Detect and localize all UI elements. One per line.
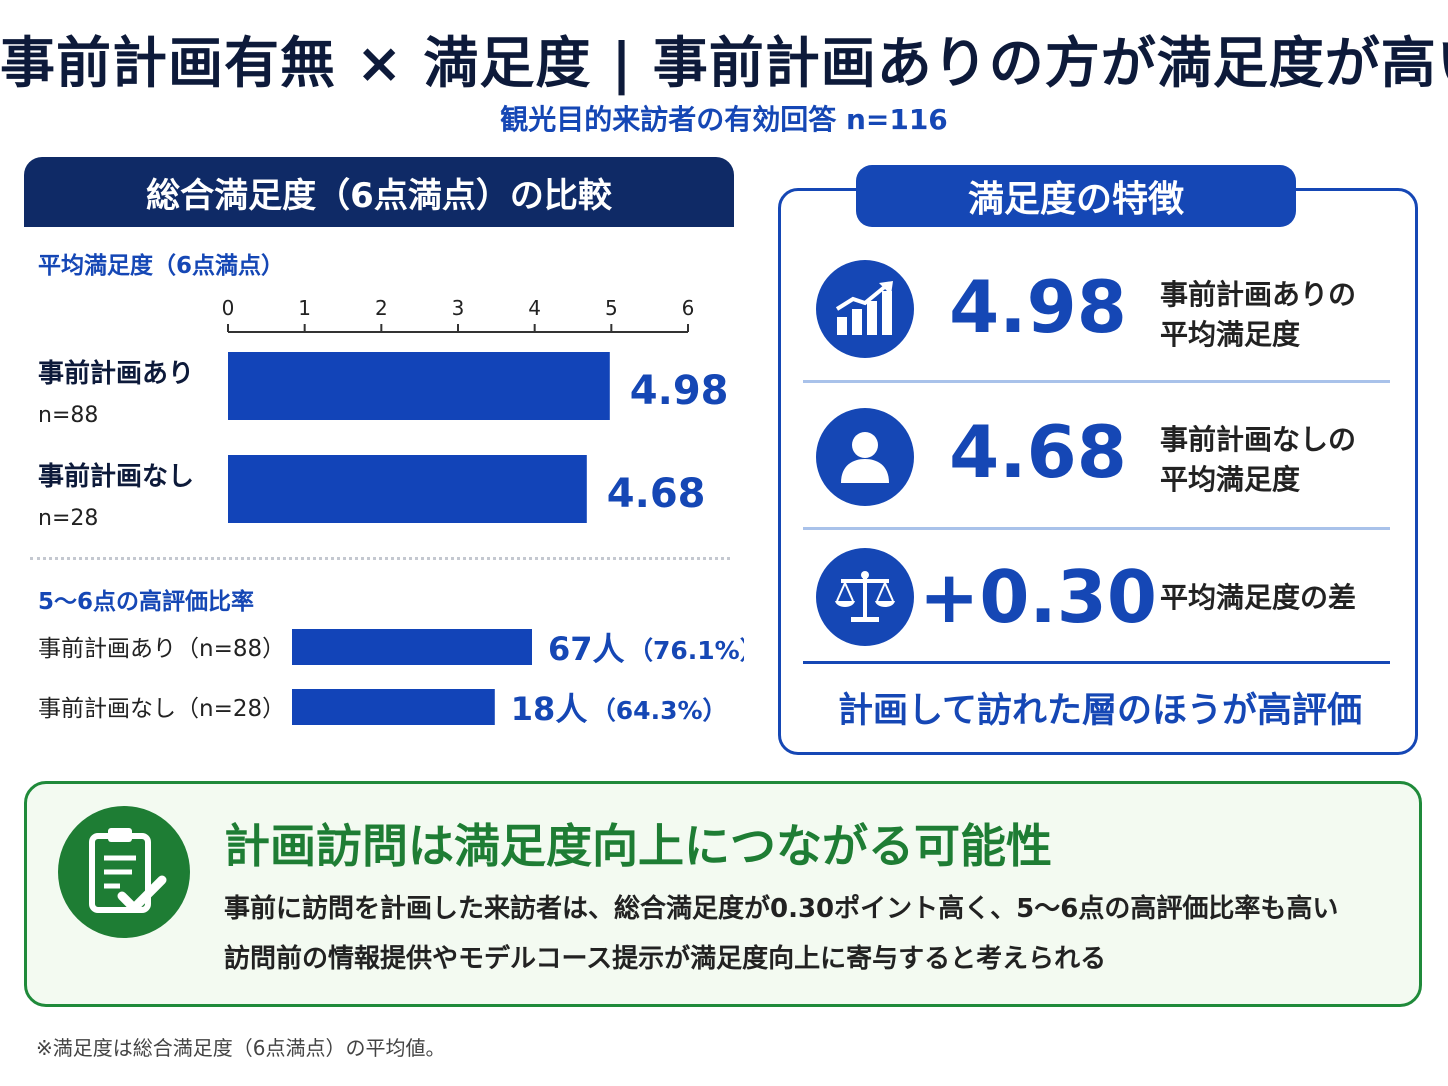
stat-divider: [803, 380, 1390, 383]
avg-satisfaction-chart: 0 1 2 3 4 5 6 事前計画あり n=88 4.98 事前計画なし n=28 4.68: [38, 296, 729, 531]
stat-label-difference: 平均満足度の差: [1160, 581, 1357, 614]
category-label: 事前計画あり: [38, 358, 194, 389]
stat-divider: [803, 661, 1390, 664]
section-divider: [30, 557, 730, 560]
bar: [292, 689, 495, 725]
conclusion-text-line2: 訪問前の情報提供やモデルコース提示が満足度向上に寄与すると考えられる: [224, 944, 1107, 974]
growth-chart-icon: [816, 260, 914, 358]
high-rating-section-label: 5〜6点の高評価比率: [38, 589, 255, 615]
x-tick-label: 2: [375, 296, 388, 320]
bar-count-label: 67人: [548, 630, 625, 668]
feature-card-header: 満足度の特徴: [856, 165, 1296, 227]
stat-label-line1: 事前計画ありの: [1160, 278, 1357, 311]
x-tick-label: 4: [528, 296, 541, 320]
category-label: 事前計画あり（n=88）: [38, 636, 285, 662]
bar: [292, 629, 532, 665]
x-tick-label: 3: [452, 296, 465, 320]
conclusion-title: 計画訪問は満足度向上につながる可能性: [224, 819, 1052, 873]
clipboard-check-icon: [58, 806, 190, 938]
stat-value-planned: 4.98: [949, 265, 1127, 349]
conclusion-box: [24, 781, 1422, 1007]
stat-value-unplanned: 4.68: [949, 410, 1127, 494]
person-icon: [816, 408, 914, 506]
category-sample-size: n=28: [38, 506, 98, 531]
stat-value-difference: +0.30: [919, 555, 1157, 639]
stat-label-line1: 事前計画なしの: [1160, 423, 1357, 456]
footnote: ※満足度は総合満足度（6点満点）の平均値。: [36, 1036, 446, 1060]
stat-label-planned: 事前計画ありの 平均満足度: [1160, 275, 1356, 355]
stat-label-unplanned: 事前計画なしの 平均満足度: [1160, 420, 1356, 500]
left-panel-header: 総合満足度（6点満点）の比較: [24, 157, 734, 227]
stat-divider: [803, 527, 1390, 530]
bar: [228, 352, 610, 420]
avg-section-label: 平均満足度（6点満点）: [38, 253, 285, 279]
x-tick-label: 6: [682, 296, 695, 320]
stat-label-line2: 平均満足度: [1160, 318, 1301, 351]
bar-percent-label: （64.3%）: [591, 696, 728, 725]
feature-conclusion: 計画して訪れた層のほうが高評価: [838, 691, 1362, 731]
page-title: 事前計画有無 × 満足度 | 事前計画ありの方が満足度が高い: [0, 31, 1448, 95]
stat-label-line2: 平均満足度: [1160, 463, 1301, 496]
x-tick-label: 0: [222, 296, 235, 320]
x-tick-label: 5: [605, 296, 618, 320]
high-rating-chart: 事前計画あり（n=88） 67人（76.1%） 事前計画なし（n=28） 18人（64…: [38, 629, 744, 728]
category-label: 事前計画なし（n=28）: [38, 696, 285, 722]
category-sample-size: n=88: [38, 403, 98, 428]
page-subtitle: 観光目的来訪者の有効回答 n=116: [500, 103, 948, 136]
bar-percent-label: （76.1%）: [628, 636, 744, 665]
bar: [228, 455, 587, 523]
bar-value-label: 4.68: [607, 471, 706, 517]
category-label: 事前計画なし: [38, 461, 194, 492]
bar-value-label: 4.98: [630, 368, 729, 414]
scale-icon: [816, 548, 914, 646]
conclusion-text-line1: 事前に訪問を計画した来訪者は、総合満足度が0.30ポイント高く、5〜6点の高評価…: [224, 894, 1339, 924]
bar-count-label: 18人: [511, 690, 588, 728]
x-tick-label: 1: [298, 296, 311, 320]
